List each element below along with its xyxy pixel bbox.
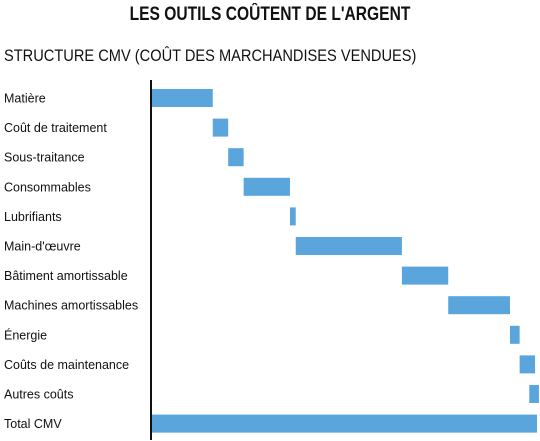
- bar-matiere: [151, 89, 213, 107]
- category-label-total-cmv: Total CMV: [4, 417, 62, 431]
- category-label-couts-de-maintenance: Coûts de maintenance: [4, 358, 129, 372]
- bar-batiment-amortissable: [401, 266, 449, 285]
- chart-title: LES OUTILS COÛTENT DE L'ARGENT: [129, 4, 411, 25]
- bar-machines-amortissables: [448, 296, 510, 315]
- bar-total-cmv: [151, 414, 537, 433]
- category-label-consommables: Consommables: [4, 180, 91, 194]
- bar-sous-traitance: [228, 148, 244, 167]
- category-label-cout-de-traitement: Coût de traitement: [4, 121, 107, 135]
- category-label-sous-traitance: Sous-traitance: [4, 151, 85, 165]
- category-label-machines-amortissables: Machines amortissables: [4, 299, 138, 313]
- bar-consommables: [243, 177, 290, 196]
- category-label-matiere: Matière: [4, 92, 46, 106]
- category-label-main-d-oeuvre: Main-d'œuvre: [4, 240, 81, 254]
- category-label-autres-couts: Autres coûts: [4, 388, 73, 402]
- bar-couts-de-maintenance: [519, 355, 536, 374]
- category-label-lubrifiants: Lubrifiants: [4, 210, 62, 224]
- bar-autres-couts: [529, 385, 539, 403]
- category-label-batiment-amortissable: Bâtiment amortissable: [4, 269, 128, 283]
- bar-lubrifiants: [289, 207, 296, 226]
- bar-cout-de-traitement: [212, 118, 229, 137]
- bar-energie: [509, 325, 520, 344]
- chart-subtitle: STRUCTURE CMV (COÛT DES MARCHANDISES VEN…: [4, 46, 417, 65]
- category-label-energie: Énergie: [4, 327, 47, 342]
- bar-main-d-oeuvre: [295, 237, 402, 255]
